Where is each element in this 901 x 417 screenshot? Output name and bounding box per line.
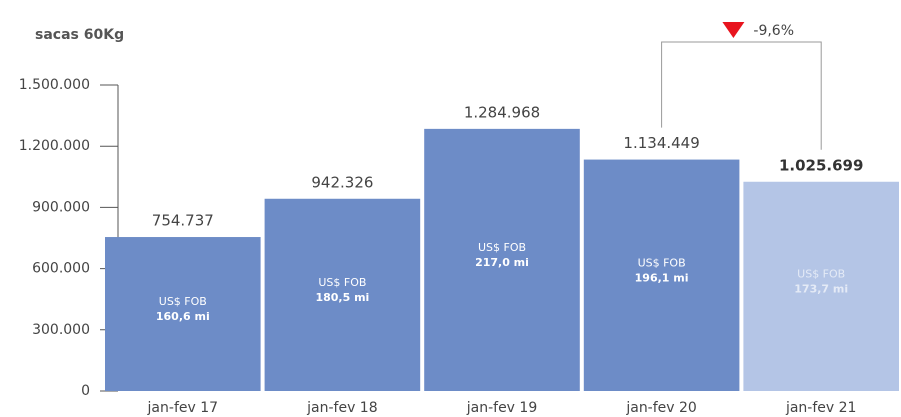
bar [424,128,580,392]
inner-label: 160,6 mi [156,310,210,323]
y-axis-label: sacas 60Kg [35,27,124,43]
bar [264,198,421,391]
change-label: -9,6% [753,23,794,39]
inner-label: US$ FOB [478,241,526,254]
x-tick-label: jan-fev 19 [466,400,538,416]
value-label: 1.284.968 [464,103,540,121]
bar [105,237,261,391]
y-tick-label: 1.200.000 [19,138,90,154]
inner-label: US$ FOB [797,267,845,280]
y-tick-label: 1.500.000 [19,77,90,93]
y-tick-label: 600.000 [32,261,90,277]
inner-label: 196,1 mi [635,271,689,284]
inner-label: US$ FOB [638,256,686,269]
y-tick-label: 900.000 [32,199,90,215]
x-tick-label: jan-fev 20 [625,400,697,416]
inner-label: 173,7 mi [794,282,848,295]
value-label: 754.737 [152,212,214,230]
value-label: 942.326 [311,173,373,191]
bar [743,181,899,391]
inner-label: 217,0 mi [475,256,529,269]
x-tick-label: jan-fev 17 [147,400,219,416]
x-tick-label: jan-fev 18 [306,400,378,416]
value-label: 1.025.699 [779,156,863,174]
x-tick-label: jan-fev 21 [785,400,857,416]
inner-label: US$ FOB [318,276,366,289]
value-label: 1.134.449 [623,134,699,152]
y-tick-label: 0 [81,383,90,399]
inner-label: 180,5 mi [315,291,369,304]
change-bracket [661,41,822,150]
bar [583,159,740,391]
inner-label: US$ FOB [159,295,207,308]
down-arrow [722,22,745,38]
y-tick-label: 300.000 [32,322,90,338]
